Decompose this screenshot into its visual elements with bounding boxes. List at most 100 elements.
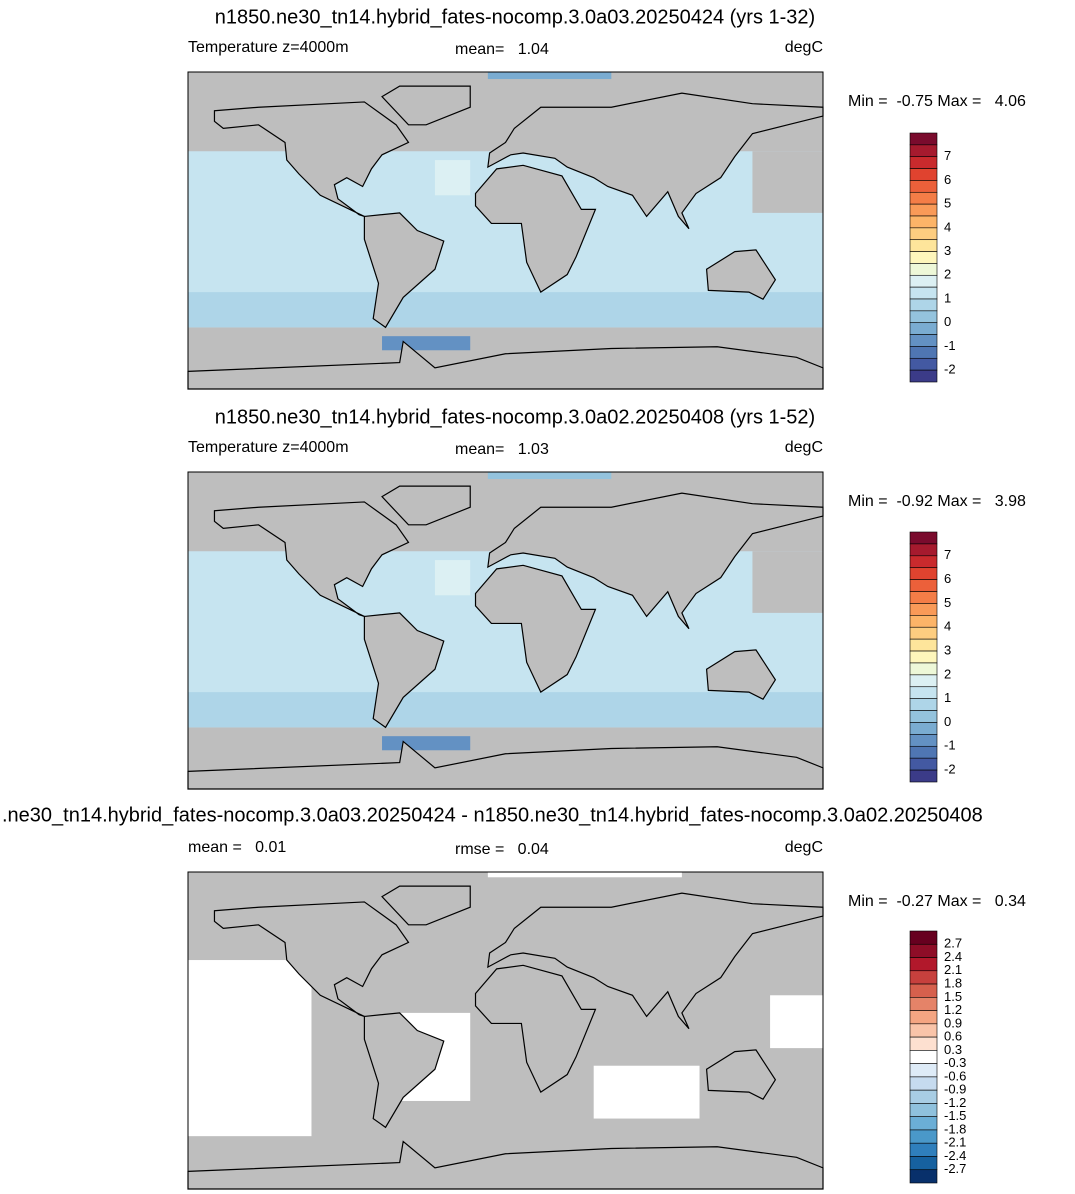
colorbar-label: -1 (944, 738, 956, 753)
colorbar-box (909, 997, 938, 1011)
ocean-patch (188, 692, 823, 728)
colorbar-box (909, 1116, 938, 1131)
colorbar-box (909, 943, 938, 958)
colorbar-box (909, 970, 938, 985)
units: degC (785, 839, 823, 856)
colorbar-label: 1.2 (944, 1002, 962, 1017)
colorbar-box (909, 369, 938, 383)
colorbar-label: -2.7 (944, 1161, 966, 1176)
colorbar-box (909, 757, 938, 771)
land (487, 92, 824, 230)
colorbar-box (909, 698, 938, 711)
colorbar-label: 7 (944, 547, 951, 562)
colorbar-box (909, 310, 938, 324)
colorbar-box (909, 1023, 938, 1038)
colorbar-box (909, 168, 938, 181)
colorbar-label: 0 (944, 714, 951, 729)
land (381, 85, 471, 126)
left-label: Temperature z=4000m (188, 39, 349, 56)
land (363, 212, 445, 329)
colorbar-label: -2.1 (944, 1135, 966, 1150)
ocean-patch (188, 960, 312, 1137)
colorbar-box (909, 203, 938, 217)
land (363, 1012, 445, 1129)
colorbar-box (909, 591, 938, 604)
colorbar-label: -2 (944, 762, 956, 777)
colorbar-box (909, 357, 938, 371)
colorbar-box (909, 722, 938, 735)
colorbar-label: -1.2 (944, 1095, 966, 1110)
colorbar-label: 2.7 (944, 936, 962, 951)
colorbar-label: 4 (944, 619, 951, 634)
land (381, 885, 471, 926)
land (213, 501, 410, 617)
colorbar-label: 5 (944, 595, 951, 610)
colorbar-label: -0.6 (944, 1068, 966, 1083)
colorbar-box (909, 156, 938, 169)
colorbar-box (909, 322, 938, 335)
panel-title: .ne30_tn14.hybrid_fates-nocomp.3.0a03.20… (2, 804, 983, 826)
colorbar-label: -1.8 (944, 1121, 966, 1136)
colorbar-box (909, 1036, 938, 1051)
colorbar-label: 1 (944, 690, 951, 705)
colorbar-label: -1.5 (944, 1108, 966, 1123)
min-max: Min = -0.92 Max = 3.98 (848, 493, 1026, 510)
colorbar-label: 7 (944, 148, 951, 163)
colorbar-box (909, 239, 938, 252)
colorbar-label: 6 (944, 571, 951, 586)
colorbar-box (909, 1089, 938, 1104)
colorbar-box (909, 710, 938, 723)
colorbar-box (909, 769, 938, 783)
land (363, 612, 445, 729)
colorbar-label: 0.3 (944, 1042, 962, 1057)
colorbar-label: 1 (944, 290, 951, 305)
ocean-patch (487, 472, 612, 480)
colorbar-box (909, 1169, 938, 1184)
land (474, 964, 597, 1094)
colorbar-box (909, 180, 938, 193)
colorbar-box (909, 745, 938, 759)
colorbar-box (909, 567, 938, 580)
colorbar-box (909, 132, 938, 146)
land (487, 892, 824, 1030)
left-label: mean = 0.01 (188, 839, 286, 856)
colorbar-label: 1.5 (944, 989, 962, 1004)
colorbar-label: 2.1 (944, 962, 962, 977)
ocean-patch (188, 292, 823, 328)
colorbar-box (909, 1156, 938, 1171)
colorbar-box (909, 1142, 938, 1157)
colorbar-box (909, 191, 938, 205)
colorbar-box (909, 662, 938, 676)
colorbar-label: -0.3 (944, 1055, 966, 1070)
map-frame (187, 871, 824, 1190)
units: degC (785, 39, 823, 56)
colorbar-label: -2 (944, 362, 956, 377)
colorbar-box (909, 579, 938, 592)
land (381, 485, 471, 526)
land (705, 249, 777, 300)
colorbar-box (909, 615, 938, 628)
map-frame (187, 71, 824, 390)
colorbar-box (909, 1076, 938, 1091)
colorbar-box (909, 286, 938, 300)
units: degC (785, 439, 823, 456)
map-frame (187, 471, 824, 790)
colorbar-label: -0.9 (944, 1082, 966, 1097)
colorbar-label: 0 (944, 314, 951, 329)
land (474, 164, 597, 294)
ocean-patch (487, 872, 682, 878)
panel: n1850.ne30_tn14.hybrid_fates-nocomp.3.0a… (187, 6, 1026, 390)
land (213, 101, 410, 217)
colorbar-box (909, 531, 938, 545)
ocean-patch (770, 995, 823, 1049)
ocean-patch (382, 736, 471, 751)
colorbar-box (909, 251, 938, 264)
colorbar-box (909, 1129, 938, 1144)
ocean-patch (752, 151, 823, 213)
panel-title: n1850.ne30_tn14.hybrid_fates-nocomp.3.0a… (215, 406, 815, 428)
ocean-patch (382, 336, 471, 351)
ocean-patch (434, 560, 471, 596)
colorbar-box (909, 734, 938, 747)
colorbar-box (909, 543, 938, 557)
